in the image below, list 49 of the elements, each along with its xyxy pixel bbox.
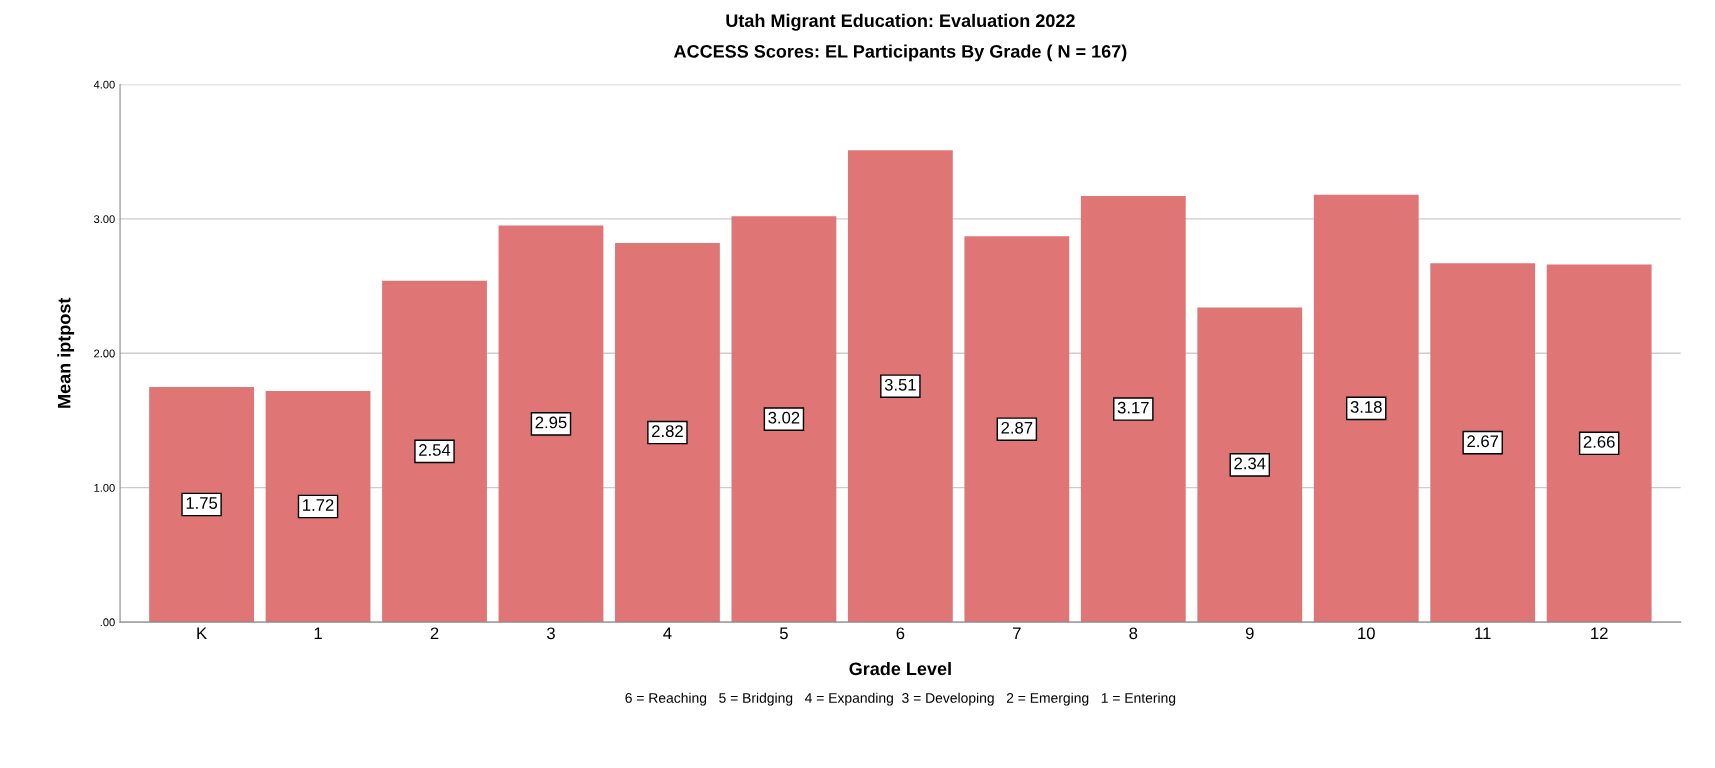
x-tick-label: 7 [1013,627,1021,640]
bar [498,225,604,623]
bar [1430,263,1536,623]
data-label: 1.75 [186,497,218,509]
data-label: 2.87 [1001,421,1033,434]
bar [265,390,371,623]
data-label: 2.34 [1234,457,1266,470]
x-tick-label: 9 [1245,627,1254,640]
y-tick-label: 2.00 [94,349,115,358]
x-tick-label: 2 [430,627,439,640]
bar [1546,264,1652,623]
y-tick-label: .00 [100,618,115,627]
data-label: 2.82 [652,425,683,438]
chart-title: Utah Migrant Education: Evaluation 2022 [726,13,1075,31]
x-tick-label: 8 [1129,627,1138,640]
data-label: 3.17 [1117,401,1149,414]
chart-subtitle: ACCESS Scores: EL Participants By Grade ( N = 167) [673,44,1127,62]
data-label: 3.51 [884,378,916,391]
x-tick-label: K [197,627,207,640]
x-tick-label: 6 [896,627,905,640]
data-label: 3.18 [1350,401,1382,413]
bar [1197,307,1303,623]
x-tick-label: 12 [1591,627,1608,640]
data-label: 1.72 [303,499,334,511]
bar [964,236,1070,623]
y-tick-label: 1.00 [94,483,115,492]
data-label: 2.54 [419,444,451,456]
bar [382,280,487,623]
x-tick-label: 1 [314,627,322,640]
bar [1313,194,1419,623]
y-axis-title: Mean iptpost [57,297,75,408]
y-tick-label: 4.00 [93,80,115,89]
bar [847,150,953,623]
y-tick-label: 3.00 [93,215,115,224]
bar [1080,196,1186,623]
x-tick-label: 10 [1358,627,1375,640]
bar [149,386,254,623]
data-label: 3.02 [768,411,800,424]
data-label: 2.66 [1583,436,1615,448]
x-tick-label: 5 [779,627,788,640]
data-label: 2.67 [1467,435,1499,448]
bar [615,243,720,623]
x-tick-label: 11 [1475,627,1491,640]
x-tick-label: 3 [546,627,555,640]
bar [731,216,837,623]
x-axis-title: Grade Level [849,661,951,676]
text: 6 = Reaching 5 = Bridging 4 = Expanding 3 = Developing 2 = Emerging 1 = Entering [625,692,1176,706]
x-tick-label: 4 [663,627,672,640]
data-label: 2.95 [535,416,567,429]
